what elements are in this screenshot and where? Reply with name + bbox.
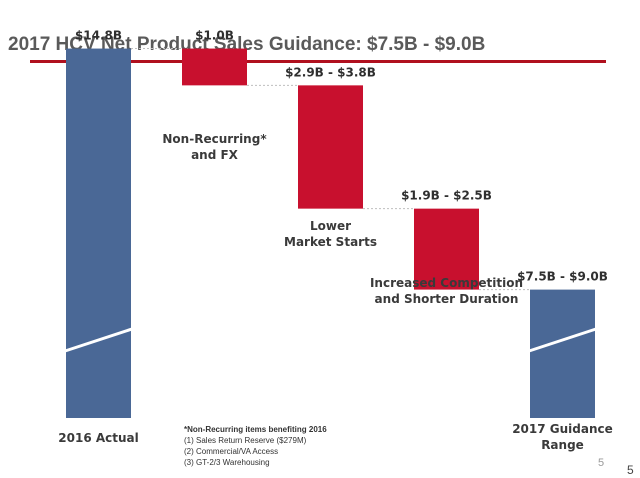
data-label: $1.9B - $2.5B <box>401 189 492 203</box>
bar <box>298 85 363 209</box>
axis-break-mark <box>61 326 136 354</box>
data-label: $14.8B <box>75 29 122 43</box>
category-label-line: and Shorter Duration <box>375 292 519 306</box>
bar <box>182 48 247 86</box>
data-label: $2.9B - $3.8B <box>285 65 376 79</box>
footnote: *Non-Recurring items benefiting 2016 (1)… <box>184 424 327 468</box>
footnote-item: (2) Commercial/VA Access <box>184 447 279 456</box>
category-label: Increased Competition and Shorter Duratio… <box>370 276 523 306</box>
category-label: Lower Market Starts <box>284 219 377 249</box>
data-label: $1.0B <box>195 29 234 43</box>
category-label-line: Range <box>541 438 584 452</box>
category-label: Non-Recurring* and FX <box>162 132 267 162</box>
footnote-item: (3) GT-2/3 Warehousing <box>184 458 270 467</box>
axis-break-mark <box>525 326 600 354</box>
category-label-line: Increased Competition <box>370 276 523 290</box>
category-label: 2016 Actual <box>58 431 138 445</box>
bar <box>66 48 131 419</box>
category-label-line: 2016 Actual <box>58 431 138 445</box>
category-label-line: Lower <box>310 219 351 233</box>
category-label-line: Market Starts <box>284 235 377 249</box>
bar <box>530 289 595 418</box>
data-label: $7.5B - $9.0B <box>517 270 608 284</box>
slide-page-number: 5 <box>598 457 605 469</box>
footnote-heading: *Non-Recurring items benefiting 2016 <box>184 425 327 434</box>
bar <box>414 208 479 290</box>
category-label: 2017 Guidance Range <box>512 422 613 452</box>
category-label-line: 2017 Guidance <box>512 422 613 436</box>
title-divider <box>30 60 606 63</box>
page-number: 5 <box>627 463 634 477</box>
category-label-line: Non-Recurring* <box>162 132 267 146</box>
category-label-line: and FX <box>191 148 239 162</box>
footnote-item: (1) Sales Return Reserve ($279M) <box>184 436 307 445</box>
